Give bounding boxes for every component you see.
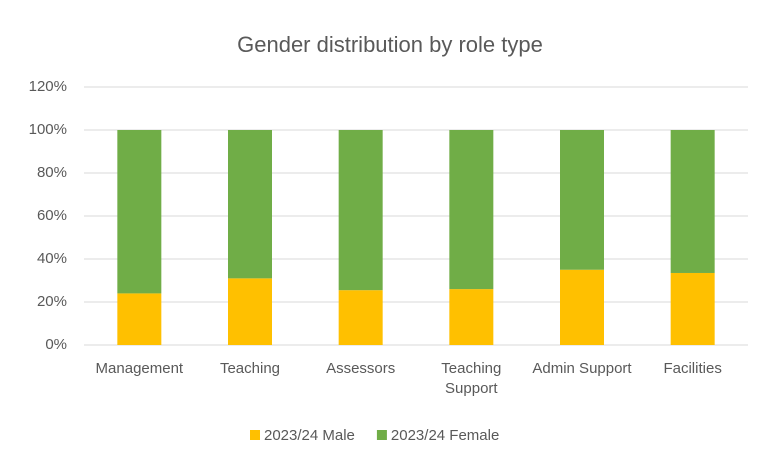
y-tick-label: 100% (29, 121, 67, 138)
chart-title: Gender distribution by role type (237, 32, 543, 57)
y-tick-label: 120% (29, 78, 67, 95)
legend-swatch (250, 430, 260, 440)
y-tick-label: 20% (37, 293, 67, 310)
bar-segment (670, 272, 715, 345)
x-tick-label: Admin Support (532, 360, 632, 377)
bar-segment (117, 293, 162, 345)
bar-segment (228, 130, 272, 279)
y-tick-label: 0% (45, 336, 67, 353)
bar-segment (228, 278, 272, 345)
legend-swatch (376, 430, 387, 440)
x-tick-label: Teaching (219, 360, 281, 377)
y-tick-label: 40% (37, 250, 67, 267)
x-tick-label: Management (95, 360, 184, 377)
bar-segment (338, 290, 383, 345)
bar-segment (670, 130, 715, 273)
y-tick-label: 60% (37, 207, 67, 224)
legend-label: 2023/24 Female (391, 427, 499, 444)
x-tick-label: Assessors (326, 360, 396, 377)
bar-segment (560, 269, 604, 345)
bar-segment (449, 130, 494, 290)
bar-segment (338, 130, 383, 291)
legend-label: 2023/24 Male (264, 427, 355, 444)
bar-segment (117, 130, 162, 294)
y-tick-label: 80% (37, 164, 67, 181)
x-tick-label: Facilities (663, 360, 722, 377)
bar-segment (449, 289, 494, 345)
bar-segment (560, 130, 604, 270)
x-tick-label: Teaching Support (441, 360, 502, 397)
